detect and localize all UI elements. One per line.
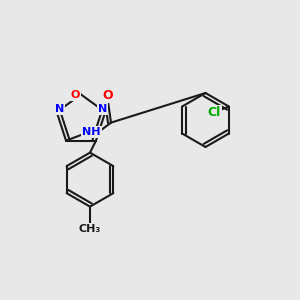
Text: CH₃: CH₃ [79, 224, 101, 234]
Text: Cl: Cl [207, 106, 220, 119]
Text: O: O [70, 89, 80, 100]
Text: N: N [55, 104, 64, 114]
Text: N: N [98, 104, 107, 114]
Text: NH: NH [82, 127, 101, 136]
Text: O: O [103, 89, 113, 102]
